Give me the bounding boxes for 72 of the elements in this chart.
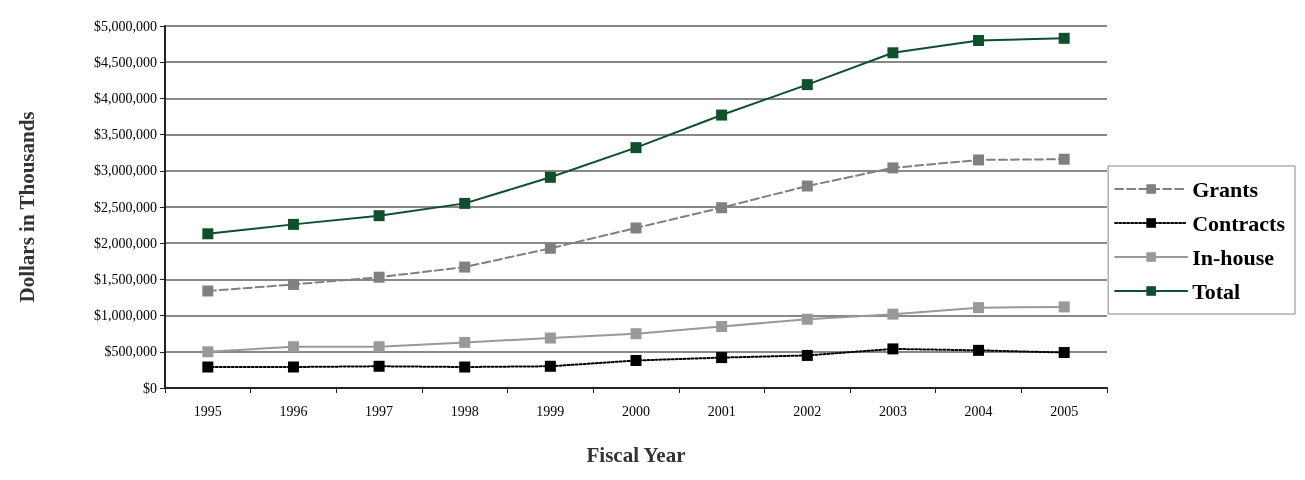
point (801, 313, 813, 325)
point (801, 180, 813, 192)
point (544, 332, 556, 344)
x-tick-label: 1995 (193, 403, 222, 419)
point (202, 346, 214, 358)
point (630, 222, 642, 234)
x-tick-label: 2001 (707, 403, 736, 419)
y-tick-label: $0 (143, 380, 157, 396)
point (973, 154, 985, 166)
point (459, 361, 471, 373)
point (887, 162, 899, 174)
y-tick-label: $2,500,000 (94, 199, 157, 215)
legend-label: Grants (1192, 176, 1259, 202)
point (373, 341, 385, 353)
y-tick-label: $3,000,000 (94, 163, 157, 179)
point (544, 171, 556, 183)
x-tick-label: 2004 (964, 403, 993, 419)
point (1058, 32, 1070, 44)
point (287, 278, 299, 290)
x-tick-label: 1996 (279, 403, 308, 419)
x-tick-label: 1999 (536, 403, 565, 419)
point (373, 210, 385, 222)
legend-label: In-house (1192, 244, 1275, 270)
x-tick-label: 2003 (878, 403, 907, 419)
point (1058, 301, 1070, 313)
point (202, 285, 214, 297)
x-axis-title: Fiscal Year (586, 442, 686, 467)
y-tick-label: $500,000 (104, 344, 157, 360)
point (287, 341, 299, 353)
x-tick-label: 2005 (1050, 403, 1079, 419)
point (716, 320, 728, 332)
point (544, 242, 556, 254)
point (973, 302, 985, 314)
point (630, 354, 642, 366)
point (973, 344, 985, 356)
x-tick-label: 2002 (793, 403, 822, 419)
point (716, 352, 728, 364)
y-tick-label: $4,500,000 (94, 54, 157, 70)
point (1058, 347, 1070, 359)
point (630, 142, 642, 154)
y-tick-label: $1,000,000 (94, 308, 157, 324)
y-tick-label: $2,000,000 (94, 235, 157, 251)
x-tick-label: 1997 (365, 403, 394, 419)
point (373, 360, 385, 372)
y-tick-label: $5,000,000 (94, 18, 157, 34)
point (544, 360, 556, 372)
y-tick-label: $1,500,000 (94, 271, 157, 287)
point (459, 336, 471, 348)
point (287, 218, 299, 230)
point (716, 202, 728, 214)
point (459, 261, 471, 273)
point (630, 328, 642, 340)
point (887, 308, 899, 320)
x-tick-label: 2000 (622, 403, 650, 419)
x-tick-label: 1998 (450, 403, 479, 419)
point (373, 271, 385, 283)
y-tick-label: $3,500,000 (94, 127, 157, 143)
y-axis-title: Dollars in Thousands (14, 111, 39, 303)
legend-label: Total (1192, 278, 1241, 304)
point (887, 343, 899, 355)
point (202, 361, 214, 373)
point (1058, 153, 1070, 165)
y-tick-label: $4,000,000 (94, 90, 157, 106)
point (716, 109, 728, 121)
point (973, 34, 985, 46)
point (459, 197, 471, 209)
legend-label: Contracts (1192, 210, 1286, 236)
point (287, 361, 299, 373)
point (801, 349, 813, 361)
point (887, 47, 899, 59)
point (801, 79, 813, 91)
point (202, 228, 214, 240)
